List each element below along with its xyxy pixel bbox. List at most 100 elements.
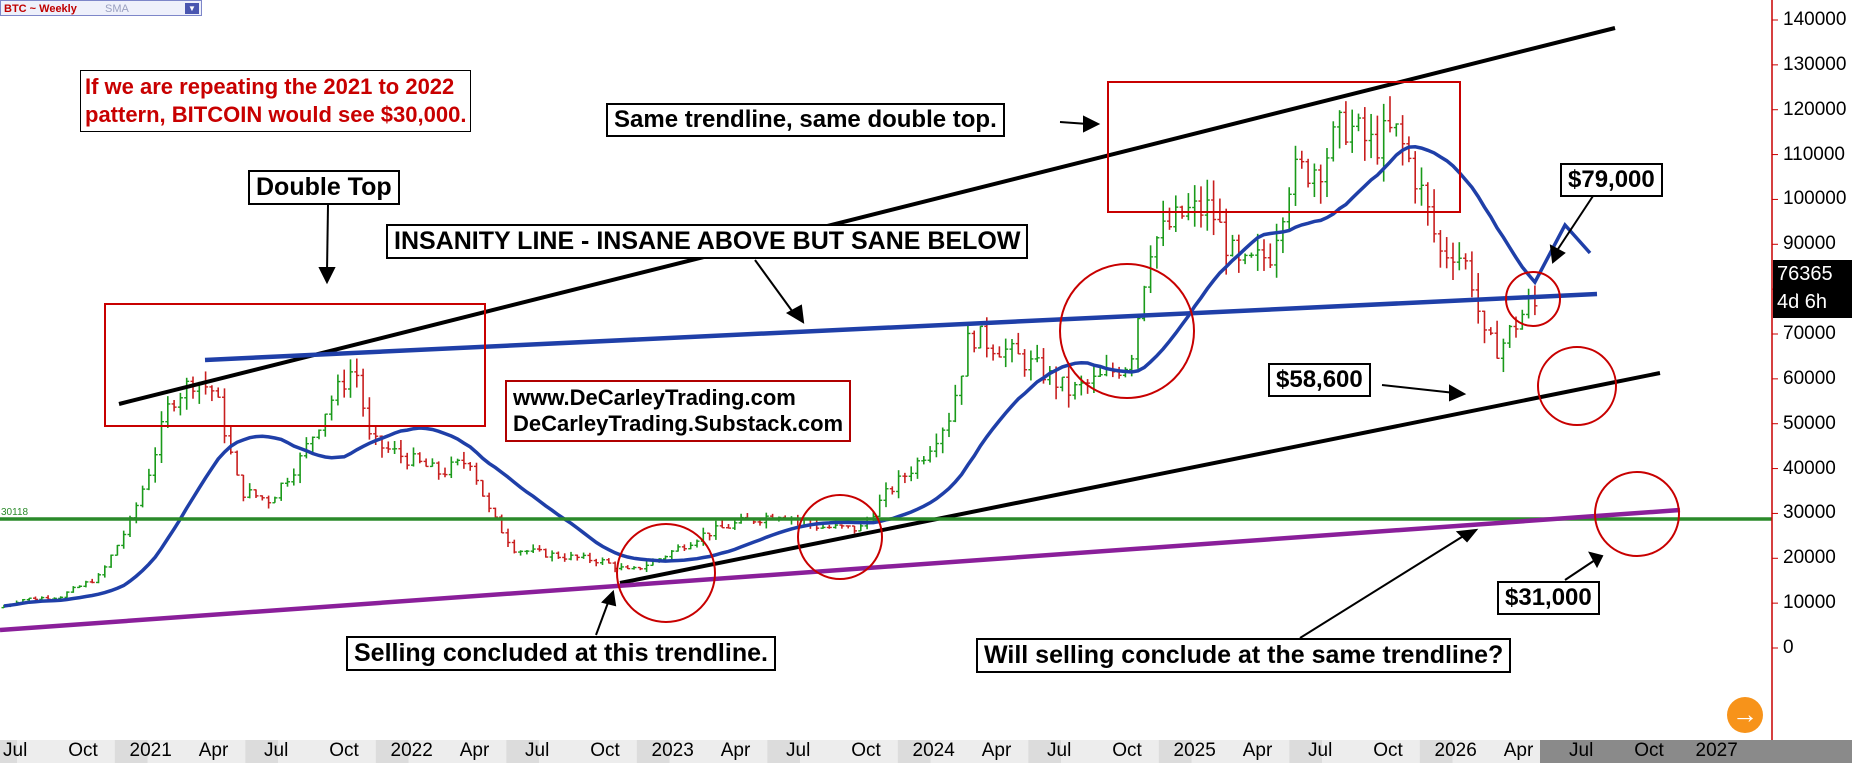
- x-tick-label: Apr: [981, 740, 1012, 761]
- x-axis-stripe: [245, 740, 278, 763]
- price-bar: [366, 397, 372, 440]
- price-bar: [1242, 253, 1248, 265]
- price-bar: [222, 388, 227, 444]
- price-bar: [606, 558, 612, 564]
- price-bar: [1456, 242, 1462, 271]
- y-tick-label: 10000: [1783, 592, 1836, 614]
- price-bar: [77, 585, 83, 589]
- y-tick-marks: [1772, 19, 1778, 649]
- price-bar: [398, 439, 404, 464]
- price-bar: [291, 468, 297, 486]
- price-bar: [1463, 253, 1469, 270]
- chevron-down-icon[interactable]: ▼: [185, 3, 199, 14]
- indicator-label: SMA: [105, 3, 129, 15]
- price-bar: [1450, 242, 1456, 280]
- price-bar: [537, 545, 542, 552]
- y-tick-label: 140000: [1783, 9, 1847, 30]
- x-axis-stripe: [1158, 740, 1192, 763]
- price-bar: [889, 486, 895, 495]
- selling-concluded-note: Selling concluded at this trendline.: [346, 636, 776, 671]
- price-bar: [234, 450, 240, 476]
- x-tick-label: Oct: [1112, 740, 1142, 761]
- x-axis-stripe: [0, 740, 17, 763]
- price-bar: [215, 387, 221, 398]
- price-bar: [316, 429, 322, 440]
- price-bar: [1248, 252, 1254, 258]
- y-tick-label: 30000: [1783, 502, 1836, 524]
- upper-trendline: [118, 26, 1616, 406]
- price-bar: [1406, 136, 1412, 163]
- arrow-58600: [1381, 384, 1456, 394]
- price-bar: [429, 458, 435, 468]
- x-axis-stripe: [1419, 740, 1453, 763]
- x-tick-label: 2021: [129, 740, 172, 761]
- x-tick-label: Oct: [329, 740, 359, 761]
- price-bar: [474, 462, 479, 485]
- circle-31000-target: [1594, 471, 1680, 557]
- x-tick-label: 2025: [1173, 740, 1216, 761]
- chart-header[interactable]: BTC ~ Weekly SMA ▼: [0, 0, 202, 16]
- price-bar: [253, 489, 259, 498]
- price-bar: [404, 452, 410, 470]
- x-tick-label: Apr: [459, 740, 490, 761]
- price-bar: [965, 323, 971, 377]
- price-bar: [1185, 193, 1191, 221]
- price-bar: [896, 470, 902, 499]
- circle-lower-target: [1537, 346, 1617, 426]
- y-tick-label: 80000: [1783, 278, 1836, 300]
- price-bar: [1015, 332, 1021, 355]
- repeat-note-line2: pattern, BITCOIN would see $30,000.: [85, 102, 467, 127]
- price-bar: [392, 440, 398, 454]
- price-bar: [688, 542, 694, 550]
- price-bar: [555, 551, 561, 559]
- price-bar: [726, 524, 731, 529]
- price-bar: [278, 482, 284, 501]
- x-tick-label: Apr: [198, 740, 229, 761]
- price-bar: [1444, 237, 1450, 269]
- x-tick-label: Oct: [1373, 740, 1403, 761]
- price-bars: [1, 96, 1538, 609]
- price-bar: [996, 346, 1002, 358]
- price-bar: [511, 539, 517, 554]
- price-bar: [259, 495, 265, 501]
- price-bar: [959, 375, 965, 405]
- scroll-forward-button[interactable]: →: [1727, 697, 1763, 733]
- x-tick-label: Oct: [590, 740, 620, 761]
- x-tick-label: 2023: [651, 740, 694, 761]
- price-bar: [1500, 338, 1506, 373]
- price-bar: [1330, 121, 1336, 162]
- x-tick-label: Apr: [1242, 740, 1273, 761]
- arrow-selling-concluded: [595, 599, 610, 636]
- x-axis-stripe: [636, 740, 670, 763]
- price-bar: [228, 426, 234, 455]
- price-bar: [908, 466, 914, 482]
- double-top-box-2025: [1107, 81, 1461, 213]
- price-bar: [902, 472, 908, 484]
- arrowhead: [785, 304, 805, 324]
- x-tick-label: Jul: [264, 740, 289, 761]
- price-bar: [159, 411, 164, 464]
- price-bar: [436, 461, 442, 480]
- x-tick-label: Jul: [786, 740, 811, 761]
- price-bar: [852, 525, 857, 534]
- price-bar: [1337, 110, 1343, 149]
- purple-trendline: [0, 507, 1681, 633]
- price-bar: [455, 458, 461, 466]
- price-bar: [883, 482, 889, 508]
- x-tick-label: Oct: [851, 740, 881, 761]
- lower-trendline: [619, 371, 1661, 585]
- website-line1: www.DeCarleyTrading.com: [513, 385, 796, 410]
- y-tick-label: 40000: [1783, 457, 1836, 479]
- price-bar: [530, 544, 536, 554]
- arrowhead: [1588, 551, 1604, 569]
- y-tick-label: 70000: [1783, 323, 1836, 344]
- price-bar: [1028, 350, 1034, 381]
- x-axis-stripes: [0, 740, 1453, 763]
- price-bar: [1154, 236, 1160, 269]
- y-tick-label: 110000: [1783, 143, 1845, 165]
- x-axis-future-band: [1540, 740, 1852, 763]
- price-58600-note: $58,600: [1268, 363, 1371, 397]
- price-bar: [732, 520, 738, 530]
- price-bar: [303, 437, 309, 459]
- price-bar: [1507, 324, 1513, 348]
